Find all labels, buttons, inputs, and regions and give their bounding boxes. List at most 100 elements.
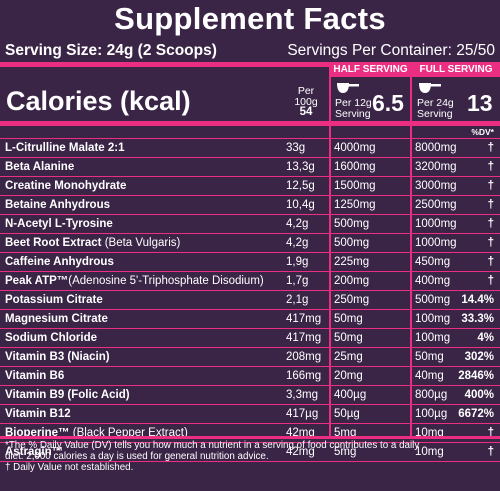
- full-serving-amount: 50mg: [415, 351, 444, 363]
- calories-label: Calories (kcal): [6, 86, 191, 116]
- half-serving-amount: 500mg: [334, 218, 370, 230]
- ingredient-name: Vitamin B3 (Niacin): [5, 351, 110, 363]
- per-100g-amount: 3,3mg: [286, 389, 318, 401]
- per-100g-amount: 2,1g: [286, 294, 309, 306]
- half-serving-amount: 225mg: [334, 256, 370, 268]
- full-serving-amount: 10mg: [415, 446, 444, 458]
- half-serving-amount: 400µg: [334, 389, 367, 401]
- per-100g-amount: 417mg: [286, 332, 322, 344]
- table-row: Creatine Monohydrate 12,5g 1500mg 3000mg †: [0, 177, 500, 196]
- half-serving-amount: 1250mg: [334, 199, 376, 211]
- footnote-line: diet. 2,000 calories a day is used for g…: [5, 451, 269, 462]
- daily-value: †: [487, 218, 494, 230]
- top-divider: [0, 62, 500, 67]
- daily-value: †: [487, 256, 494, 268]
- full-serving-amount: 800µg: [415, 389, 448, 401]
- table-row: Vitamin B6 166mg 20mg 40mg 2846%: [0, 367, 500, 386]
- ingredient-name: Sodium Chloride: [5, 332, 97, 344]
- ingredient-name: N-Acetyl L-Tyrosine: [5, 218, 113, 230]
- per-100g-amount: 417mg: [286, 313, 322, 325]
- table-row: Sodium Chloride 417mg 50mg 100mg 4%: [0, 329, 500, 348]
- per-100g-amount: 13,3g: [286, 161, 315, 173]
- ingredient-name: Vitamin B6: [5, 370, 65, 382]
- full-serving-amount: 450mg: [415, 256, 451, 268]
- daily-value: †: [487, 180, 494, 192]
- ingredient-name: Astragin™: [5, 446, 64, 458]
- half-serving-amount: 200mg: [334, 275, 370, 287]
- per-100g-amount: 1,7g: [286, 275, 309, 287]
- half-serving-amount: 500mg: [334, 237, 370, 249]
- column-divider-half: [329, 62, 331, 436]
- table-row: Vitamin B9 (Folic Acid) 3,3mg 400µg 800µg 40…: [0, 386, 500, 405]
- daily-value: 6672%: [458, 408, 494, 420]
- table-row: Beta Alanine 13,3g 1600mg 3200mg †: [0, 158, 500, 177]
- table-row: Vitamin B3 (Niacin) 208mg 25mg 50mg 302%: [0, 348, 500, 367]
- servings-per-container: Servings Per Container: 25/50: [287, 42, 495, 59]
- daily-value: †: [487, 427, 494, 439]
- per-100g-amount: 417µg: [286, 408, 319, 420]
- per-100g-calories: 54: [299, 106, 313, 118]
- panel-title: Supplement Facts: [114, 1, 386, 36]
- full-serving-calories: 13: [467, 90, 493, 116]
- full-serving-amount: 100µg: [415, 408, 448, 420]
- per-100g-amount: 4,2g: [286, 218, 309, 230]
- ingredient-name: Peak ATP™(Adenosine 5'-Triphosphate Diso…: [5, 275, 264, 287]
- per-100g-label: Per 100g: [294, 85, 318, 108]
- per-100g-amount: 208mg: [286, 351, 322, 363]
- full-serving-header: FULL SERVING: [412, 62, 500, 77]
- half-serving-amount: 1500mg: [334, 180, 376, 192]
- table-row: Beet Root Extract (Beta Vulgaris) 4,2g 500…: [0, 234, 500, 253]
- table-row: Caffeine Anhydrous 1,9g 225mg 450mg †: [0, 253, 500, 272]
- half-serving-amount: 20mg: [334, 370, 363, 382]
- daily-value: †: [487, 446, 494, 458]
- half-serving-amount: 5mg: [334, 446, 357, 458]
- daily-value: †: [487, 237, 494, 249]
- half-serving-calories: 6.5: [372, 90, 404, 116]
- per-100g-amount: 1,9g: [286, 256, 309, 268]
- ingredient-name: Beta Alanine: [5, 161, 75, 173]
- per-100g-amount: 42mg: [286, 446, 315, 458]
- daily-value: 4%: [477, 332, 494, 344]
- table-row: Betaine Anhydrous 10,4g 1250mg 2500mg †: [0, 196, 500, 215]
- full-serving-amount: 8000mg: [415, 142, 457, 154]
- ingredient-name: Vitamin B9 (Folic Acid): [5, 389, 130, 401]
- ingredient-name: Potassium Citrate: [5, 294, 103, 306]
- table-row: Vitamin B12 417µg 50µg 100µg 6672%: [0, 405, 500, 424]
- daily-value: †: [487, 275, 494, 287]
- half-serving-amount: 1600mg: [334, 161, 376, 173]
- daily-value: 302%: [464, 351, 494, 363]
- table-row: Magnesium Citrate 417mg 50mg 100mg 33.3%: [0, 310, 500, 329]
- daily-value: †: [487, 199, 494, 211]
- table-row: L-Citrulline Malate 2:1 33g 4000mg 8000mg †: [0, 138, 500, 158]
- full-serving-amount: 3000mg: [415, 180, 457, 192]
- daily-value: †: [487, 142, 494, 154]
- ingredient-name: L-Citrulline Malate 2:1: [5, 142, 125, 154]
- half-serving-amount: 50µg: [334, 408, 360, 420]
- half-serving-amount: 250mg: [334, 294, 370, 306]
- daily-value: 33.3%: [461, 313, 494, 325]
- full-serving-amount: 400mg: [415, 275, 451, 287]
- serving-size: Serving Size: 24g (2 Scoops): [5, 42, 217, 59]
- table-row: Astragin™ 42mg 5mg 10mg †: [0, 443, 500, 462]
- serving-info: Serving Size: 24g (2 Scoops) Servings Pe…: [5, 40, 495, 62]
- footnote-line: † Daily Value not established.: [5, 462, 134, 473]
- half-serving-label: Per 12g Serving: [335, 97, 372, 120]
- full-serving-label: Per 24g Serving: [417, 97, 454, 120]
- per-100g-amount: 10,4g: [286, 199, 315, 211]
- ingredient-name: Beet Root Extract (Beta Vulgaris): [5, 237, 181, 249]
- daily-value: 2846%: [458, 370, 494, 382]
- column-divider-full: [410, 62, 412, 436]
- table-row: Potassium Citrate 2,1g 250mg 500mg 14.4%: [0, 291, 500, 310]
- daily-value: 400%: [464, 389, 494, 401]
- ingredient-table: L-Citrulline Malate 2:1 33g 4000mg 8000mg † B…: [0, 138, 500, 462]
- ingredient-name: Vitamin B12: [5, 408, 71, 420]
- footnote-line: *The % Daily Value (DV) tells you how mu…: [5, 440, 420, 451]
- bottom-divider: [0, 436, 500, 439]
- daily-value: †: [487, 161, 494, 173]
- full-serving-amount: 100mg: [415, 313, 451, 325]
- half-serving-amount: 4000mg: [334, 142, 376, 154]
- full-serving-amount: 2500mg: [415, 199, 457, 211]
- ingredient-name: Caffeine Anhydrous: [5, 256, 114, 268]
- full-serving-amount: 500mg: [415, 294, 451, 306]
